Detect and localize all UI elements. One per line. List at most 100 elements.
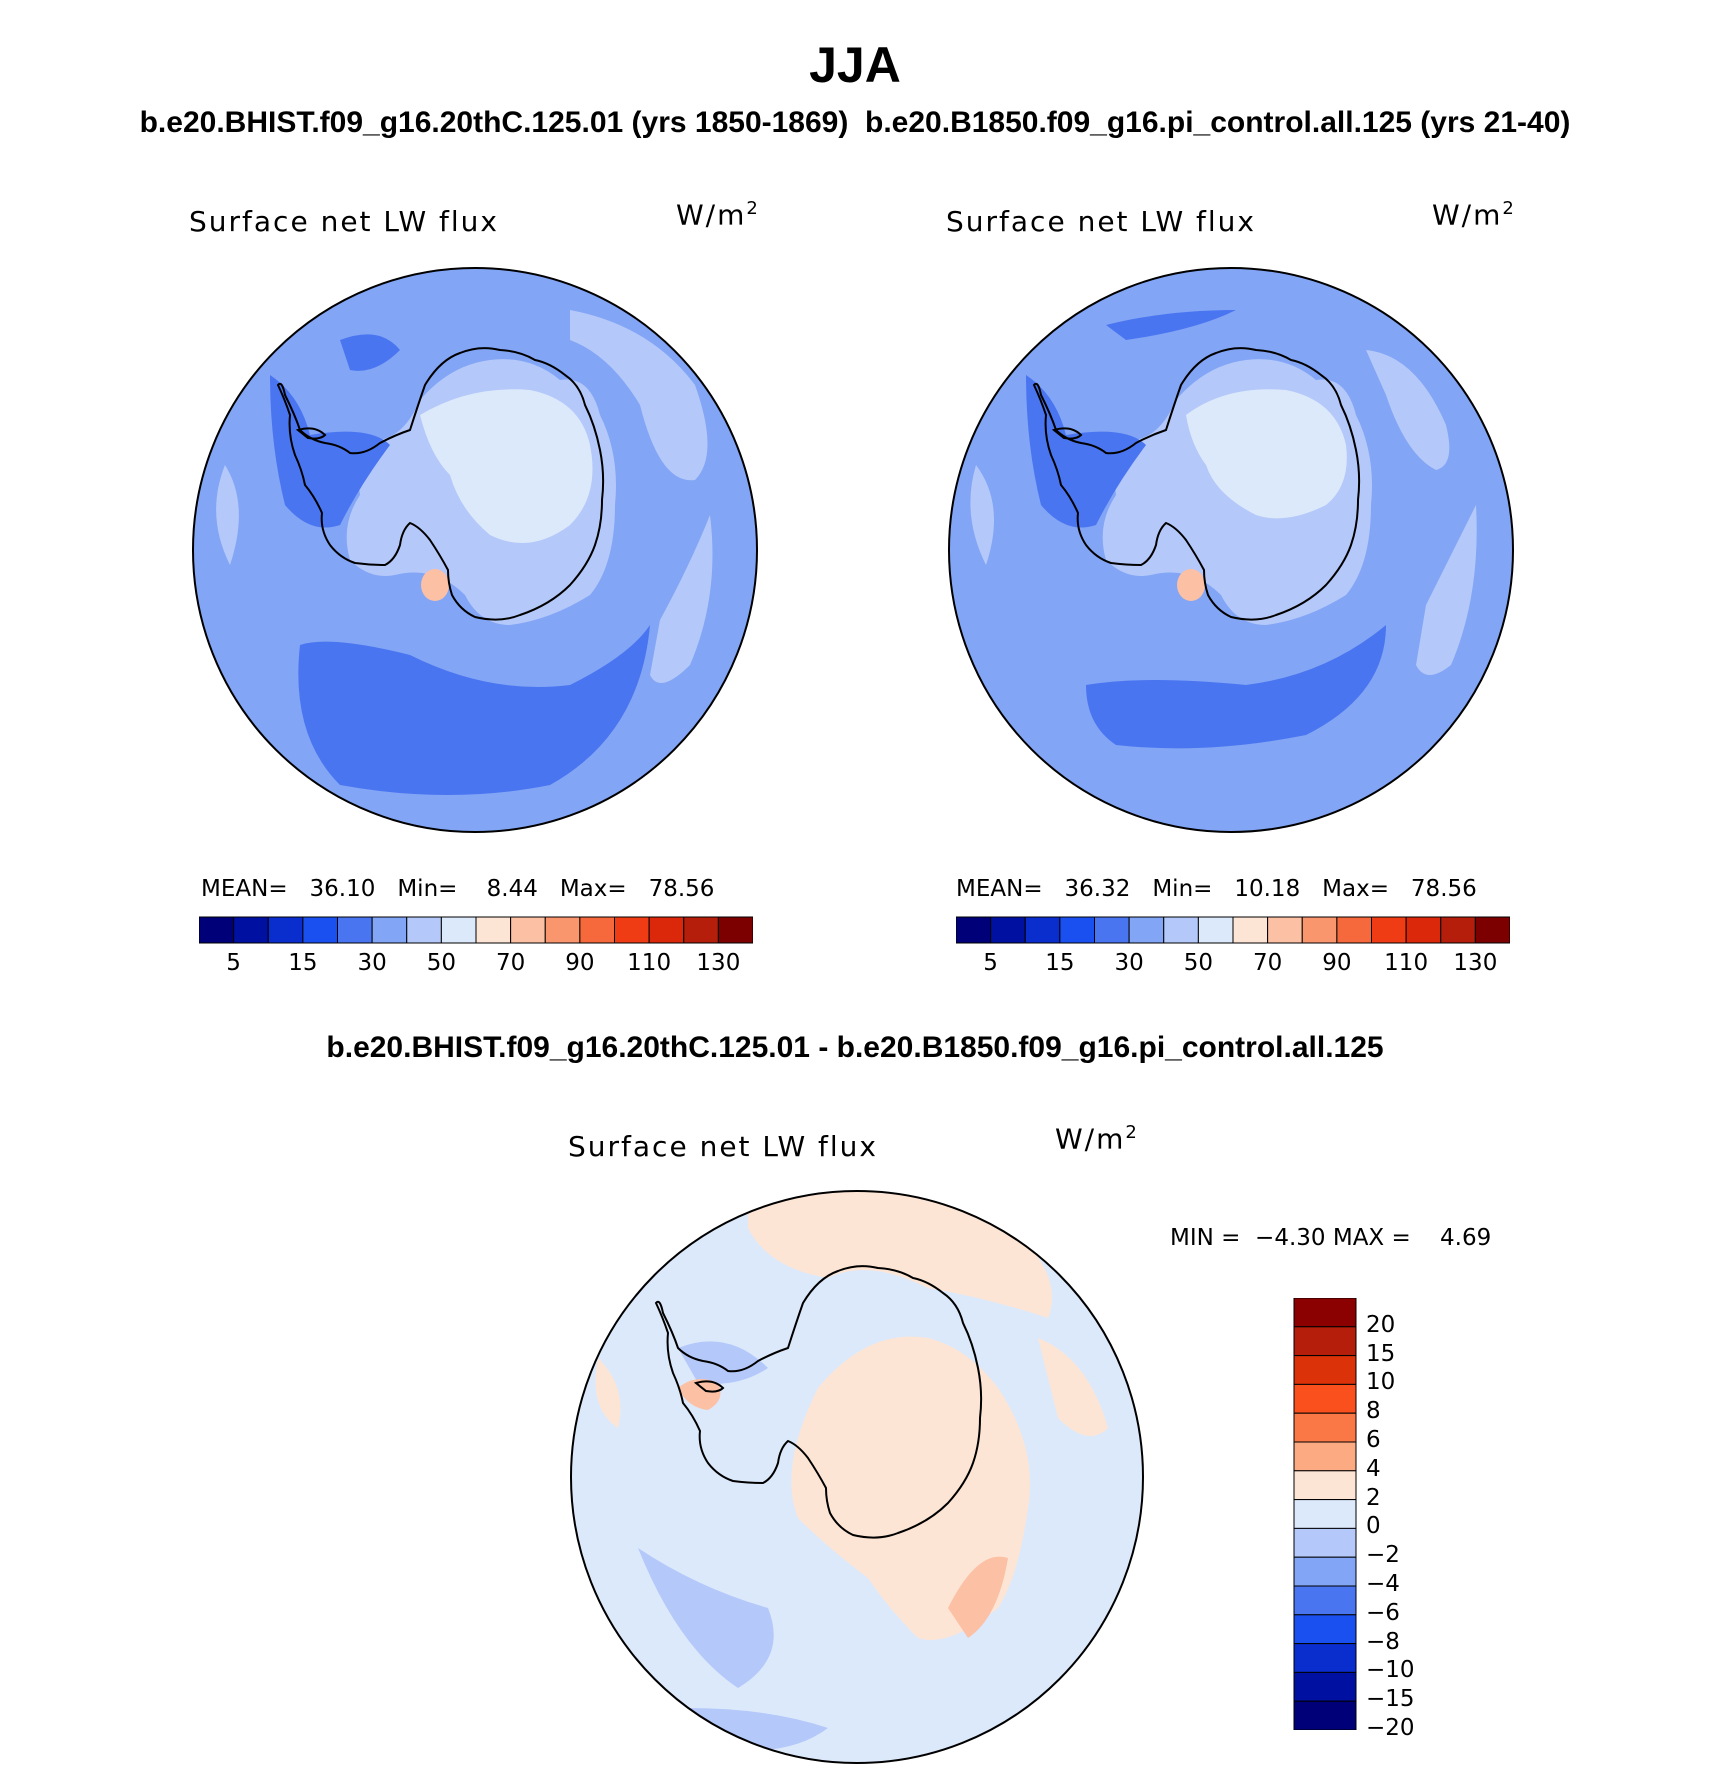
colorbar-swatch: [267, 916, 304, 944]
coastline: [276, 347, 605, 621]
panel-pi-colorbar-labels: 5 15 30 50 70 90 110 130: [956, 950, 1510, 980]
colorbar-label: 50: [1183, 950, 1214, 976]
colorbar-label: −6: [1366, 1599, 1400, 1626]
colorbar-label: 110: [627, 950, 672, 976]
colorbar-swatch: [1336, 916, 1372, 944]
map-boundary: [570, 1190, 1144, 1764]
colorbar-label: 130: [696, 950, 741, 976]
colorbar-label: 110: [1384, 950, 1429, 976]
colorbar-swatch: [1094, 916, 1130, 944]
colorbar-swatch: [371, 916, 408, 944]
colorbar-swatch: [1293, 1412, 1357, 1443]
colorbar-label: −15: [1366, 1686, 1415, 1713]
colorbar-swatch: [1293, 1383, 1357, 1414]
panel-pi-map: [948, 267, 1514, 833]
colorbar-label: 50: [426, 950, 457, 976]
colorbar-swatch: [1474, 916, 1510, 944]
colorbar-label: 15: [288, 950, 318, 976]
coastline: [654, 1265, 983, 1539]
colorbar-swatch: [337, 916, 373, 944]
colorbar-swatch: [475, 916, 512, 944]
colorbar-swatch: [233, 916, 269, 944]
colorbar-swatch: [406, 916, 442, 944]
map-boundary: [948, 267, 1514, 833]
colorbar-swatch: [1293, 1298, 1357, 1328]
panel-hist-colorbar-labels: 5 15 30 50 70 90 110 130: [199, 950, 753, 980]
colorbar-label: 2: [1366, 1484, 1381, 1511]
colorbar-label: 70: [1252, 950, 1283, 976]
difference-subtitle: b.e20.BHIST.f09_g16.20thC.125.01 - b.e20…: [326, 1031, 1384, 1064]
colorbar-label: 15: [1366, 1340, 1396, 1367]
colorbar-swatch: [544, 916, 581, 944]
colorbar-swatch: [1293, 1441, 1357, 1472]
panel-diff-title: Surface net LW flux: [568, 1130, 878, 1163]
colorbar-swatch: [1293, 1671, 1357, 1702]
colorbar-swatch: [1293, 1527, 1357, 1558]
colorbar-label: 4: [1366, 1455, 1381, 1482]
colorbar-label: 70: [495, 950, 526, 976]
colorbar-label: 90: [565, 950, 595, 976]
colorbar-swatch: [1293, 1326, 1357, 1357]
panel-hist-colorbar: [199, 916, 753, 944]
colorbar-swatch: [1301, 916, 1338, 944]
colorbar-label: 8: [1366, 1398, 1381, 1425]
colorbar-swatch: [1293, 1470, 1357, 1501]
colorbar-swatch: [1267, 916, 1303, 944]
colorbar-swatch: [1024, 916, 1061, 944]
colorbar-swatch: [440, 916, 477, 944]
colorbar-swatch: [1371, 916, 1407, 944]
colorbar-label: 5: [983, 950, 998, 976]
colorbar-swatch: [1293, 1355, 1357, 1385]
panel-pi-stats: MEAN= 36.32 Min= 10.18 Max= 78.56: [956, 876, 1477, 902]
colorbar-swatch: [302, 916, 338, 944]
colorbar-swatch: [1293, 1614, 1357, 1645]
colorbar-swatch: [1293, 1700, 1357, 1730]
colorbar-swatch: [1163, 916, 1199, 944]
panel-diff-colorbar: [1293, 1298, 1357, 1730]
colorbar-swatch: [614, 916, 650, 944]
colorbar-swatch: [1405, 916, 1442, 944]
colorbar-swatch: [1293, 1499, 1357, 1529]
colorbar-label: 30: [1114, 950, 1144, 976]
colorbar-label: 0: [1366, 1513, 1381, 1540]
colorbar-label: 5: [226, 950, 241, 976]
panel-diff-units: W/m2: [1055, 1122, 1139, 1156]
panel-pi-title: Surface net LW flux: [946, 205, 1256, 238]
panel-diff-map: [570, 1190, 1144, 1764]
colorbar-swatch: [199, 916, 235, 944]
panel-hist-map: [192, 267, 758, 833]
panel-pi-colorbar: [956, 916, 1510, 944]
colorbar-label: −8: [1366, 1628, 1400, 1655]
panel-diff-stats: MIN = −4.30 MAX = 4.69: [1170, 1225, 1492, 1251]
colorbar-swatch: [648, 916, 685, 944]
panel-hist-units: W/m2: [676, 198, 760, 232]
colorbar-label: 90: [1322, 950, 1352, 976]
colorbar-swatch: [717, 916, 753, 944]
colorbar-swatch: [956, 916, 992, 944]
panel-pi-units: W/m2: [1432, 198, 1516, 232]
colorbar-label: 30: [357, 950, 387, 976]
map-boundary: [192, 267, 758, 833]
colorbar-label: −10: [1366, 1657, 1415, 1684]
colorbar-label: −2: [1366, 1542, 1400, 1569]
colorbar-label: −4: [1366, 1571, 1400, 1597]
colorbar-label: 10: [1366, 1369, 1396, 1396]
panel-hist-title: Surface net LW flux: [189, 205, 499, 238]
colorbar-swatch: [1440, 916, 1476, 944]
colorbar-swatch: [1059, 916, 1095, 944]
colorbar-swatch: [1293, 1643, 1357, 1673]
colorbar-swatch: [1293, 1556, 1357, 1587]
colorbar-swatch: [1293, 1585, 1357, 1616]
colorbar-swatch: [1197, 916, 1234, 944]
colorbar-swatch: [1128, 916, 1165, 944]
colorbar-swatch: [510, 916, 546, 944]
colorbar-swatch: [579, 916, 615, 944]
figure-subtitle: b.e20.BHIST.f09_g16.20thC.125.01 (yrs 18…: [139, 106, 1571, 139]
coastline: [1032, 347, 1361, 621]
colorbar-swatch: [1232, 916, 1269, 944]
panel-hist-stats: MEAN= 36.10 Min= 8.44 Max= 78.56: [201, 876, 715, 902]
colorbar-label: 130: [1453, 950, 1498, 976]
colorbar-label: 15: [1045, 950, 1075, 976]
colorbar-swatch: [990, 916, 1026, 944]
colorbar-label: 6: [1366, 1427, 1381, 1453]
